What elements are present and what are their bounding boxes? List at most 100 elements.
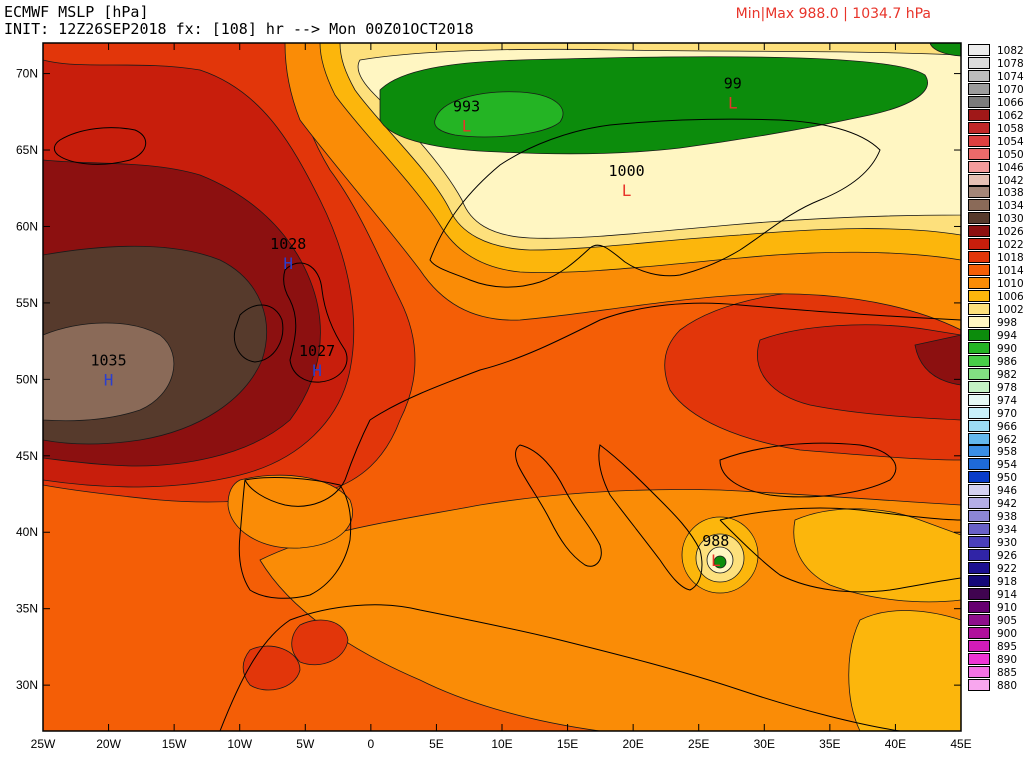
coast-iceland	[53, 127, 147, 165]
colorbar-swatch	[968, 173, 990, 186]
colorbar-label: 918	[997, 575, 1018, 588]
colorbar-label: 1038	[997, 187, 1024, 200]
colorbar-swatch	[968, 134, 990, 147]
colorbar-swatch	[968, 354, 990, 367]
colorbar-label: 962	[997, 433, 1018, 446]
coast-britain	[283, 262, 348, 383]
y-tick-label: 40N	[16, 525, 38, 539]
pressure-value-label: 988	[702, 532, 729, 550]
band-turkey-1006	[793, 508, 961, 603]
colorbar-label: 934	[997, 524, 1018, 537]
colorbar-label: 1010	[997, 278, 1024, 291]
pressure-value-label: 99	[724, 75, 742, 93]
colorbar-label: 1058	[997, 122, 1024, 135]
y-tick-label: 60N	[16, 219, 38, 233]
colorbar-swatch	[968, 510, 990, 523]
pressure-letter: L	[728, 94, 738, 113]
colorbar-label: 1070	[997, 83, 1024, 96]
colorbar-label: 1050	[997, 148, 1024, 161]
colorbar-swatch	[968, 56, 990, 69]
colorbar-label: 914	[997, 588, 1018, 601]
colorbar-label: 1034	[997, 200, 1024, 213]
colorbar-label: 926	[997, 550, 1018, 563]
colorbar-swatch	[968, 147, 990, 160]
y-tick-label: 55N	[16, 296, 38, 310]
pressure-letter: H	[283, 254, 293, 273]
colorbar-label: 885	[997, 666, 1018, 679]
band-990-994	[434, 91, 564, 138]
colorbar-label: 1030	[997, 213, 1024, 226]
colorbar-label: 1066	[997, 96, 1024, 109]
colorbar-label: 950	[997, 472, 1018, 485]
colorbar-label: 880	[997, 679, 1018, 692]
colorbar-label: 1062	[997, 109, 1024, 122]
y-tick-label: 50N	[16, 372, 38, 386]
colorbar-swatch	[968, 341, 990, 354]
colorbar-swatch	[968, 251, 990, 264]
colorbar-swatch	[968, 160, 990, 173]
pressure-letter: H	[312, 361, 322, 380]
colorbar-swatch	[968, 303, 990, 315]
coastlines	[53, 118, 961, 731]
x-tick-label: 45E	[950, 737, 971, 751]
x-tick-label: 15E	[557, 737, 578, 751]
coast-iberia	[238, 477, 352, 599]
pressure-letter: L	[622, 181, 632, 200]
coast-balkans	[598, 444, 703, 591]
pressure-letter: H	[104, 370, 114, 389]
colorbar-swatch	[968, 471, 990, 484]
colorbar-label: 895	[997, 640, 1018, 653]
x-tick-label: 25E	[688, 737, 709, 751]
colorbar-swatch	[968, 562, 990, 574]
coast-scandinavia	[429, 118, 881, 288]
x-tick-label: 30E	[754, 737, 775, 751]
colorbar-label: 990	[997, 342, 1018, 355]
x-tick-label: 10W	[227, 737, 252, 751]
coast-ireland	[233, 304, 284, 363]
coast-blacksea	[719, 442, 897, 498]
colorbar-swatch	[968, 458, 990, 471]
band-994-ne	[929, 43, 961, 57]
colorbar-label: 1042	[997, 174, 1024, 187]
colorbar-swatch	[968, 82, 990, 95]
colorbar-label: 1082	[997, 45, 1024, 57]
colorbar-label: 1006	[997, 291, 1024, 304]
y-tick-label: 35N	[16, 602, 38, 616]
colorbar-label: 910	[997, 601, 1018, 614]
band-spain-1018	[291, 619, 349, 666]
colorbar-label: 970	[997, 407, 1018, 420]
x-tick-label: 5E	[429, 737, 444, 751]
coast-turkey	[719, 507, 961, 593]
pressure-value-label: 993	[453, 98, 480, 116]
colorbar-swatch	[968, 69, 990, 82]
colorbar-label: 942	[997, 498, 1018, 511]
colorbar-swatch	[968, 290, 990, 303]
y-tick-label: 65N	[16, 143, 38, 157]
colorbar-swatch	[968, 536, 990, 549]
colorbar-swatch	[968, 626, 990, 639]
colorbar-label: 1046	[997, 161, 1024, 174]
colorbar-label: 954	[997, 459, 1018, 472]
colorbar-swatch	[968, 315, 990, 328]
chart-title: ECMWF MSLP [hPa]	[4, 3, 149, 21]
colorbar-label: 1054	[997, 135, 1024, 148]
band-levant-1006	[848, 610, 961, 731]
x-tick-label: 40E	[885, 737, 906, 751]
x-tick-label: 20E	[622, 737, 643, 751]
colorbar-label: 986	[997, 355, 1018, 368]
colorbar-label: 900	[997, 627, 1018, 640]
colorbar-swatch	[968, 419, 990, 432]
pressure-value-label: 1028	[270, 235, 306, 253]
y-tick-label: 70N	[16, 67, 38, 81]
pressure-value-label: 1027	[299, 342, 335, 360]
colorbar-label: 982	[997, 368, 1018, 381]
colorbar-swatch	[968, 238, 990, 251]
colorbar-swatch	[968, 652, 990, 665]
colorbar-swatch	[968, 199, 990, 212]
